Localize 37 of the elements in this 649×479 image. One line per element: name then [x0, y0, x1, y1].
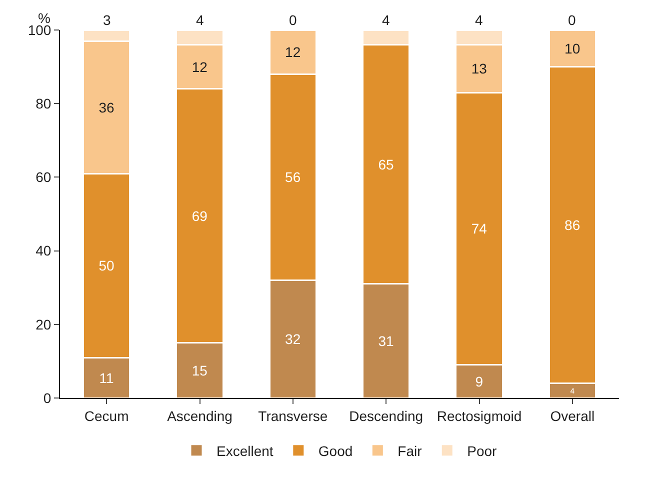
data-label: 4: [475, 12, 483, 28]
x-tick-label: Descending: [349, 408, 424, 424]
data-label: 69: [192, 208, 208, 224]
legend-label: Good: [318, 442, 353, 459]
y-tick-label: 60: [36, 169, 52, 186]
data-label: 86: [564, 217, 580, 234]
data-label: 4: [382, 12, 390, 28]
data-label: 0: [289, 12, 297, 28]
x-tick-label: Transverse: [258, 408, 328, 424]
data-label: 11: [99, 370, 114, 386]
data-label: 0: [568, 12, 576, 28]
x-tick-label: Cecum: [84, 408, 129, 424]
data-label: 10: [564, 40, 580, 56]
y-tick-label: 80: [36, 96, 52, 112]
data-label: 13: [471, 60, 488, 77]
data-label: 9: [475, 373, 484, 390]
data-label: 3: [103, 12, 111, 28]
data-label: 56: [285, 169, 301, 186]
data-label: 50: [98, 258, 114, 274]
data-label: 36: [98, 99, 114, 116]
data-label: 74: [471, 220, 488, 237]
legend-label: Excellent: [216, 442, 274, 459]
x-tick-label: Overall: [550, 408, 595, 424]
data-label: 12: [192, 58, 208, 75]
data-label: 4: [196, 12, 204, 28]
x-tick-label: Rectosigmoid: [436, 408, 522, 424]
data-label: 15: [192, 362, 208, 378]
legend-label: Poor: [467, 442, 498, 459]
x-tick-label: Ascending: [167, 408, 232, 424]
data-label: 65: [378, 156, 394, 172]
data-label: 32: [285, 331, 301, 348]
data-label: 12: [285, 44, 301, 60]
data-label: 31: [378, 332, 394, 349]
y-tick-label: 20: [36, 316, 52, 332]
y-tick-label: 40: [36, 242, 52, 259]
y-tick-label: 0: [43, 390, 52, 406]
legend-label: Fair: [398, 442, 422, 459]
